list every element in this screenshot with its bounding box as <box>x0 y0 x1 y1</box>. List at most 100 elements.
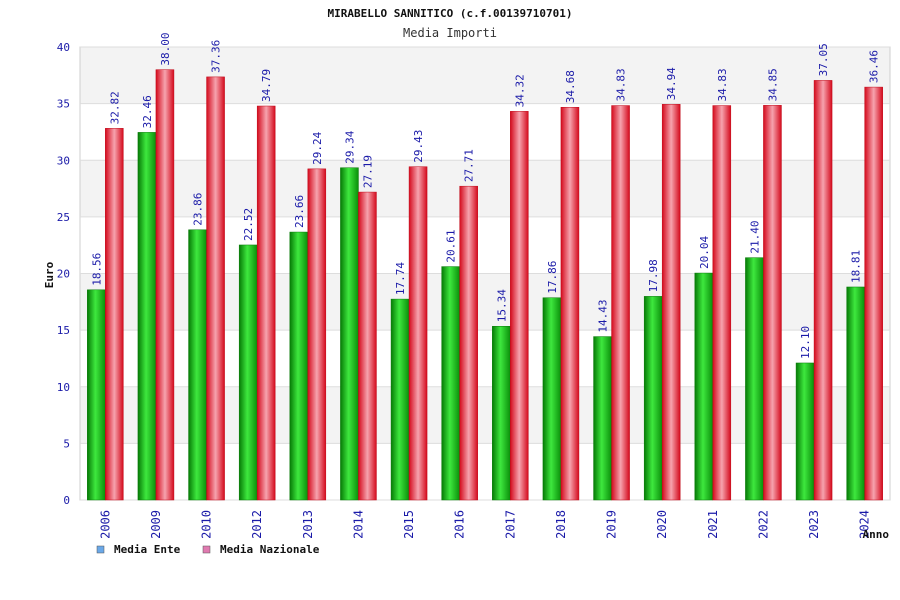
bar-value-label: 20.61 <box>445 229 458 262</box>
x-tick-label: 2019 <box>605 510 619 539</box>
bar-media-ente <box>340 167 359 501</box>
bar-media-ente <box>390 298 410 501</box>
bar-value-label: 34.85 <box>766 68 779 101</box>
bar-media-nazionale <box>105 128 124 501</box>
bar-media-ente <box>795 362 815 501</box>
bar-media-nazionale <box>155 69 175 501</box>
bar-value-label: 15.34 <box>495 289 508 322</box>
chart-subtitle: Media Importi <box>403 26 497 40</box>
bar-value-label: 18.81 <box>850 250 863 283</box>
bar-media-ente <box>238 244 258 501</box>
bar-value-label: 38.00 <box>159 33 172 66</box>
bar-value-label: 32.82 <box>108 91 121 124</box>
bar-media-nazionale <box>206 76 225 501</box>
x-tick-label: 2012 <box>250 510 264 539</box>
bar-media-ente <box>492 326 511 501</box>
data-labels-group: 18.56 32.82 32.46 38.00 23.86 37.36 22.52 34.79… <box>90 33 880 359</box>
bar-media-ente <box>846 286 865 501</box>
bar-media-ente <box>188 229 207 501</box>
bar-value-label: 34.79 <box>260 69 273 102</box>
bar-value-label: 34.83 <box>615 68 628 101</box>
bar-value-label: 20.04 <box>698 236 711 269</box>
x-tick-label: 2015 <box>402 510 416 539</box>
bar-value-label: 32.46 <box>141 95 154 128</box>
y-axis-label: Euro <box>43 261 56 288</box>
y-tick-label: 5 <box>63 437 70 450</box>
chart-title: MIRABELLO SANNITICO (c.f.00139710701) <box>327 7 572 20</box>
bar-value-label: 34.83 <box>716 68 729 101</box>
x-axis-label: Anno <box>863 528 890 541</box>
bar-media-nazionale <box>256 105 276 501</box>
bar-value-label: 27.19 <box>361 155 374 188</box>
bar-value-label: 34.68 <box>564 70 577 103</box>
bar-media-ente <box>137 132 157 501</box>
x-tick-label: 2016 <box>453 510 467 539</box>
bar-media-ente <box>87 289 106 501</box>
legend-swatch-nazionale <box>202 545 211 554</box>
bar-media-nazionale <box>560 106 580 501</box>
bar-media-nazionale <box>459 185 478 501</box>
x-axis-ticks: 2006 2009 2010 2012 2013 2014 2015 2016 2017 2018… <box>98 510 871 539</box>
bar-value-label: 21.40 <box>748 221 761 254</box>
bar-value-label: 29.24 <box>311 131 324 164</box>
x-tick-label: 2013 <box>301 510 315 539</box>
bar-value-label: 37.36 <box>210 40 223 73</box>
bar-media-ente <box>542 297 562 501</box>
bar-value-label: 17.98 <box>647 259 660 292</box>
bar-value-label: 34.32 <box>513 74 526 107</box>
x-tick-label: 2024 <box>858 510 872 539</box>
bar-value-label: 22.52 <box>242 208 255 241</box>
x-tick-label: 2021 <box>706 510 720 539</box>
y-tick-label: 10 <box>57 381 70 394</box>
bar-value-label: 23.66 <box>293 195 306 228</box>
legend: Media Ente Media Nazionale <box>96 543 320 556</box>
legend-label-nazionale: Media Nazionale <box>220 543 320 556</box>
bar-value-label: 37.05 <box>817 43 830 76</box>
bar-media-nazionale <box>864 86 883 501</box>
bar-media-nazionale <box>307 168 327 501</box>
bar-media-ente <box>289 231 309 501</box>
y-tick-label: 25 <box>57 211 70 224</box>
y-tick-label: 0 <box>63 494 70 507</box>
x-tick-label: 2018 <box>554 510 568 539</box>
bar-media-ente <box>643 296 663 501</box>
bar-value-label: 23.86 <box>192 193 205 226</box>
bar-value-label: 29.34 <box>343 130 356 163</box>
x-tick-label: 2006 <box>98 510 112 539</box>
bar-media-ente <box>694 272 714 501</box>
bars-group <box>87 69 883 501</box>
x-tick-label: 2022 <box>756 510 770 539</box>
bar-value-label: 29.43 <box>412 130 425 163</box>
y-tick-label: 40 <box>57 41 70 54</box>
bar-value-label: 12.10 <box>799 326 812 359</box>
bar-value-label: 17.86 <box>546 261 559 294</box>
x-tick-label: 2014 <box>351 510 365 539</box>
x-tick-label: 2023 <box>807 510 821 539</box>
x-tick-label: 2017 <box>503 510 517 539</box>
bar-media-nazionale <box>510 111 529 501</box>
y-tick-label: 30 <box>57 154 70 167</box>
x-tick-label: 2010 <box>200 510 214 539</box>
bar-media-ente <box>441 266 460 501</box>
y-tick-label: 15 <box>57 324 70 337</box>
bar-value-label: 36.46 <box>868 50 881 83</box>
legend-label-ente: Media Ente <box>114 543 181 556</box>
bar-media-nazionale <box>661 104 681 501</box>
bar-value-label: 14.43 <box>597 299 610 332</box>
y-axis-ticks: 0 5 10 15 20 25 30 35 40 <box>57 41 70 507</box>
bar-value-label: 17.74 <box>394 262 407 295</box>
bar-value-label: 27.71 <box>463 149 476 182</box>
bar-media-nazionale <box>358 191 377 501</box>
x-tick-label: 2009 <box>149 510 163 539</box>
y-tick-label: 35 <box>57 98 70 111</box>
bar-media-ente <box>593 336 612 501</box>
bar-media-nazionale <box>611 105 630 501</box>
legend-swatch-ente <box>96 545 105 554</box>
bar-media-nazionale <box>408 166 428 501</box>
x-tick-label: 2020 <box>655 510 669 539</box>
y-tick-label: 20 <box>57 268 70 281</box>
bar-media-nazionale <box>712 105 732 501</box>
bar-media-nazionale <box>813 80 833 501</box>
bar-value-label: 34.94 <box>665 67 678 100</box>
